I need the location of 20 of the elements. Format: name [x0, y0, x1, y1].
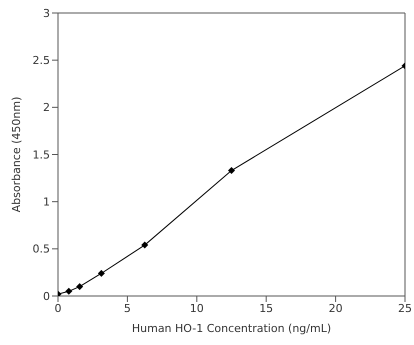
x-tick-label: 25 [398, 302, 412, 315]
y-tick-label: 3 [43, 6, 50, 20]
x-tick-label: 10 [190, 302, 204, 315]
point [141, 242, 148, 249]
point [65, 288, 72, 295]
y-axis-title: Absorbance (450nm) [10, 96, 23, 212]
x-axis-title: Human HO-1 Concentration (ng/mL) [132, 322, 332, 335]
point [76, 283, 84, 290]
y-tick-label: 0.5 [32, 242, 50, 256]
y-tick-label: 0 [43, 290, 50, 303]
x-tick-label: 15 [259, 302, 274, 315]
y-tick-label: 1.5 [32, 148, 50, 162]
x-tick-label: 5 [124, 302, 131, 315]
y-tick-label: 2.5 [32, 54, 50, 68]
point [228, 167, 235, 174]
x-tick-label: 20 [328, 302, 343, 315]
y-tick-label: 2 [43, 101, 50, 114]
y-tick-label: 1 [43, 196, 50, 209]
x-tick-label: 0 [54, 302, 62, 315]
point [98, 270, 105, 277]
